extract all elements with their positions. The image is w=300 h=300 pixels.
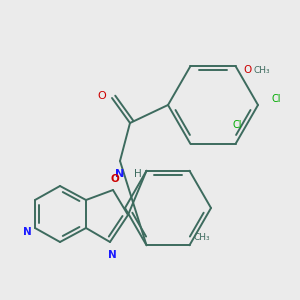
Text: N: N <box>108 250 116 260</box>
Text: Cl: Cl <box>233 120 242 130</box>
Text: O: O <box>244 65 252 75</box>
Text: N: N <box>116 169 124 179</box>
Text: Cl: Cl <box>272 94 281 104</box>
Text: CH₃: CH₃ <box>254 65 270 74</box>
Text: O: O <box>98 91 106 101</box>
Text: O: O <box>111 174 119 184</box>
Text: H: H <box>134 169 142 179</box>
Text: CH₃: CH₃ <box>194 233 210 242</box>
Text: N: N <box>22 227 32 237</box>
